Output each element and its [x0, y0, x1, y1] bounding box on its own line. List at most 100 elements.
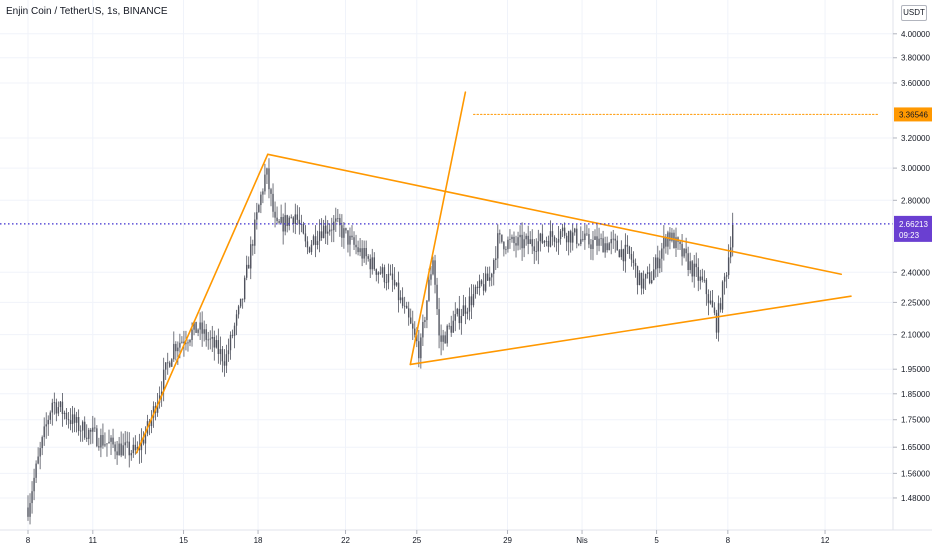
candle-body	[43, 426, 45, 438]
target-pole-line[interactable]	[409, 91, 467, 366]
candle-body	[691, 261, 693, 277]
candle-body	[393, 279, 396, 286]
candle-body	[138, 446, 141, 451]
candle-body	[604, 243, 606, 253]
candle-body	[31, 491, 33, 504]
candle-body	[57, 407, 60, 414]
candle-body	[464, 305, 467, 314]
candle-body	[359, 248, 361, 253]
candle-body	[472, 294, 475, 306]
candle-body	[306, 241, 309, 248]
candle-body	[377, 272, 380, 275]
candle-body	[659, 258, 661, 269]
candle-body	[721, 281, 724, 310]
candle-body	[655, 257, 657, 270]
candle-body	[181, 341, 183, 343]
candle-body	[231, 334, 234, 336]
candle-body	[576, 228, 578, 244]
candle-body	[264, 174, 266, 192]
candle-body	[233, 325, 236, 336]
candle-body	[632, 259, 635, 263]
candle-body	[112, 437, 114, 445]
candle-body	[689, 261, 691, 271]
candle-body	[169, 362, 171, 367]
candle-body	[669, 232, 671, 241]
candle-body	[673, 232, 675, 249]
candle-body	[697, 267, 699, 281]
candle-body	[452, 320, 454, 333]
candle-body	[104, 444, 106, 446]
candle-body	[584, 233, 586, 241]
candle-body	[365, 247, 367, 257]
candle-body	[142, 439, 145, 444]
candle-body	[73, 414, 76, 423]
candle-body	[286, 215, 288, 226]
candle-body	[600, 238, 602, 240]
candle-body	[699, 276, 701, 281]
candle-body	[622, 249, 625, 262]
candle-body	[480, 280, 483, 285]
candle-body	[636, 266, 639, 286]
candle-body	[612, 238, 614, 240]
candle-body	[456, 308, 458, 315]
candle-body	[440, 335, 442, 342]
pole-up-line[interactable]	[135, 153, 269, 454]
candle-body	[371, 257, 373, 270]
candle-body	[586, 233, 588, 235]
candle-body	[553, 236, 556, 242]
candle-body	[511, 236, 513, 240]
candle-body	[442, 335, 444, 342]
axes	[0, 0, 932, 531]
candle-body	[495, 258, 497, 261]
candle-body	[426, 300, 428, 321]
y-tick-label: 1.95000	[901, 365, 930, 374]
candle-body	[239, 298, 242, 307]
x-tick-label: 8	[26, 536, 31, 545]
candle-body	[171, 359, 173, 367]
candle-body	[369, 258, 371, 270]
price-axis[interactable]: 4.00000 3.80000 3.60000 3.20000 3.00000 2.800…	[893, 30, 930, 503]
candle-body	[462, 305, 465, 316]
candle-body	[499, 233, 501, 235]
candle-body	[535, 251, 537, 252]
triangle-lower-line[interactable]	[409, 295, 852, 366]
candle-body	[614, 238, 616, 241]
x-tick-label: 25	[412, 536, 421, 545]
candle-body	[252, 244, 254, 246]
candle-body	[725, 275, 728, 277]
candle-body	[86, 437, 88, 439]
candle-body	[723, 276, 726, 282]
candle-body	[110, 437, 112, 442]
candle-body	[49, 412, 51, 420]
candle-body	[302, 224, 305, 234]
triangle-upper-line[interactable]	[266, 153, 843, 276]
candle-body	[320, 231, 323, 239]
candle-body	[630, 253, 633, 260]
candle-body	[570, 231, 572, 243]
candle-body	[651, 280, 653, 284]
candle-body	[606, 243, 608, 251]
candle-body	[185, 343, 187, 345]
candle-body	[620, 249, 623, 258]
currency-button[interactable]: USDT	[901, 5, 927, 21]
candle-body	[193, 321, 195, 330]
candle-body	[418, 341, 420, 359]
candle-body	[701, 276, 704, 281]
candle-body	[187, 342, 189, 344]
candle-body	[272, 193, 274, 212]
candle-body	[254, 219, 256, 246]
candle-body	[709, 300, 712, 304]
time-axis[interactable]: 8 11 15 18 22 25 29 Nis 5 8 12	[26, 530, 830, 545]
candle-body	[389, 273, 392, 275]
candle-body	[355, 244, 357, 248]
candle-body	[592, 239, 594, 249]
candle-body	[470, 296, 473, 306]
candle-body	[525, 235, 527, 240]
candle-body	[189, 340, 191, 343]
candle-body	[160, 391, 163, 396]
candle-body	[405, 305, 408, 309]
candle-body	[594, 236, 596, 240]
candle-body	[274, 211, 276, 218]
x-tick-label: 8	[726, 536, 731, 545]
